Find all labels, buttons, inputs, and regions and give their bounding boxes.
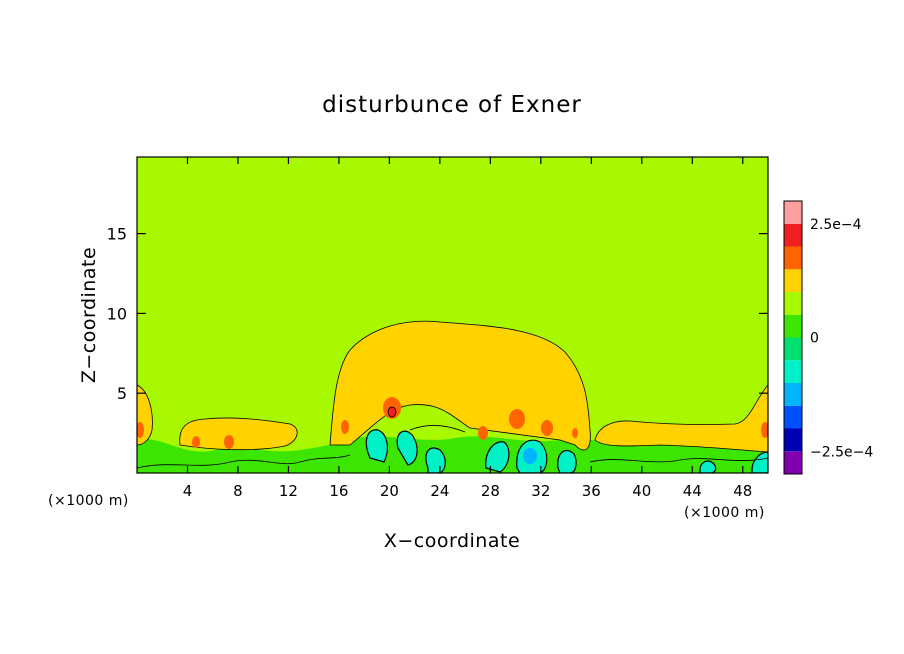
x-tick-label: 20: [380, 482, 399, 500]
orange-spot: [541, 420, 553, 436]
colorbar-swatch: [784, 451, 802, 474]
orange-spot: [509, 409, 525, 429]
colorbar-swatch: [784, 314, 802, 338]
colorbar-frame: [783, 200, 803, 475]
x-unit-right: (×1000 m): [684, 505, 765, 521]
yellow-lobe: [594, 384, 768, 453]
x-tick-label: 44: [683, 482, 702, 500]
x-unit-left: (×1000 m): [48, 493, 129, 509]
plot-frame: [136, 156, 769, 474]
orange-spot: [761, 422, 768, 438]
x-tick-label: 32: [531, 482, 550, 500]
colorbar-swatch: [784, 223, 802, 247]
colorbar-swatch: [784, 292, 802, 315]
chart-title: disturbunce of Exner: [322, 92, 582, 118]
contour-line: [137, 454, 351, 469]
orange-spot: [478, 426, 488, 440]
x-tick-label: 40: [632, 482, 651, 500]
colorbar-label: −2.5e−4: [810, 444, 873, 460]
plot-area: [137, 157, 768, 473]
x-tick-label: 8: [233, 482, 243, 500]
colorbar-swatch: [784, 360, 802, 383]
x-tick-label: 28: [481, 482, 500, 500]
x-tick-label: 24: [430, 482, 449, 500]
colorbar-swatch: [784, 428, 802, 452]
orange-spot: [192, 436, 200, 448]
x-axis: 4 8 12 16 20 24 28 32 36 40 44 48: [183, 157, 752, 500]
orange-spot: [341, 420, 349, 434]
y-tick-label: 10: [107, 304, 127, 323]
red-spot: [387, 406, 397, 418]
colorbar-label: 0: [810, 331, 819, 347]
y-tick-label: 15: [107, 225, 127, 244]
contour-line: [589, 457, 768, 463]
colorbar-swatch: [784, 405, 802, 429]
y-axis-label: Z−coordinate: [78, 247, 100, 383]
x-tick-label: 48: [733, 482, 752, 500]
y-tick-label: 5: [117, 384, 127, 403]
colorbar-swatch: [784, 246, 802, 270]
colorbar-swatch: [784, 383, 802, 406]
x-tick-label: 16: [329, 482, 348, 500]
colorbar-label: 2.5e−4: [810, 217, 862, 233]
x-tick-label: 36: [582, 482, 601, 500]
yellow-lobe: [179, 417, 298, 451]
orange-spot: [137, 422, 144, 438]
colorbar-swatch: [784, 201, 802, 224]
colorbar-swatch: [784, 269, 802, 292]
cyan-core: [523, 448, 537, 464]
x-tick-label: 4: [183, 482, 193, 500]
x-tick-label: 12: [279, 482, 298, 500]
contour-line: [409, 425, 466, 433]
colorbar-swatch: [784, 337, 802, 361]
yellow-dome: [329, 320, 591, 451]
orange-spot: [572, 428, 578, 438]
colorbar: 2.5e−4 0 −2.5e−4: [783, 200, 873, 475]
y-axis: 5 10 15: [107, 225, 768, 403]
orange-spot: [224, 435, 234, 449]
x-axis-label: X−coordinate: [384, 530, 520, 552]
